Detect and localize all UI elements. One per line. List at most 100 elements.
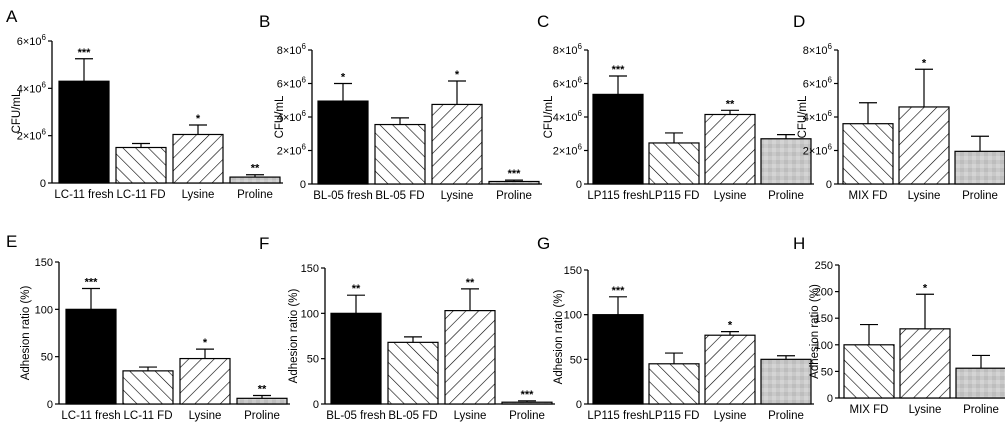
category-label: Lysine (189, 410, 222, 422)
bar (899, 328, 951, 399)
significance-marker: *** (508, 168, 522, 180)
bar (704, 113, 756, 185)
panel-letter: F (259, 234, 269, 253)
category-label: Proline (244, 410, 280, 422)
y-axis-label: CFU/mL (543, 95, 555, 138)
bar (954, 150, 1005, 185)
bar (760, 358, 812, 405)
category-label: Lysine (182, 189, 215, 201)
category-label: Lysine (714, 410, 747, 422)
category-label: BL-05 fresh (313, 190, 372, 202)
bar (592, 93, 644, 185)
category-label: MIX FD (850, 404, 889, 416)
significance-marker: * (455, 69, 460, 81)
y-tick-label: 2×106 (277, 143, 307, 158)
bar (179, 357, 231, 405)
significance-marker: *** (521, 389, 535, 401)
y-tick-label: 4×106 (803, 109, 833, 124)
category-label: LP115 FD (649, 190, 700, 202)
category-label: BL-05 FD (388, 410, 437, 422)
y-tick-label: 100 (35, 304, 53, 316)
significance-marker: * (196, 113, 201, 125)
significance-marker: * (923, 282, 928, 294)
y-tick-label: 0 (47, 399, 53, 411)
significance-marker: *** (85, 277, 99, 289)
panel-f: F Adhesion ratio (%) 0 50 100 150 ** BL-05 fres… (259, 234, 555, 422)
category-label: LC-11 FD (124, 410, 173, 422)
category-label: Proline (963, 404, 999, 416)
y-tick-label: 2×106 (553, 143, 583, 158)
y-tick-label: 150 (815, 313, 833, 325)
panel-letter: A (6, 7, 18, 26)
bar (760, 138, 812, 185)
y-tick-label: 4×106 (553, 109, 583, 124)
panel-h: H Adhesion ratio (%) 0 50 100 150 200 250 MIX FD… (793, 234, 1005, 416)
bar (444, 310, 496, 405)
y-tick-label: 6×106 (277, 76, 307, 91)
y-tick-label: 50 (570, 354, 582, 366)
category-label: Proline (768, 410, 804, 422)
y-tick-label: 2×106 (803, 143, 833, 158)
y-tick-label: 0 (313, 399, 319, 411)
y-tick-label: 0 (576, 399, 582, 411)
bar (115, 146, 167, 184)
y-tick-label: 0 (826, 179, 832, 191)
y-tick-label: 8×106 (803, 42, 833, 57)
bar (704, 334, 756, 405)
bar (330, 312, 382, 405)
significance-marker: * (341, 72, 346, 84)
y-tick-label: 50 (41, 352, 53, 364)
y-tick-label: 4×106 (17, 80, 47, 95)
bar (843, 344, 895, 399)
y-tick-label: 0 (576, 179, 582, 191)
category-label: Lysine (714, 190, 747, 202)
category-label: MIX FD (849, 190, 888, 202)
bar (955, 367, 1005, 399)
panel-d: D CFU/mL 0 2×106 4×106 6×106 8×106 MIX FD * Lysin… (793, 12, 1005, 202)
bar (592, 314, 644, 405)
panel-letter: B (259, 12, 270, 31)
category-label: BL-05 FD (375, 190, 424, 202)
significance-marker: ** (352, 283, 361, 295)
bar (317, 100, 369, 185)
bar (501, 401, 553, 405)
panel-g: G Adhesion ratio (%) 0 50 100 150 *** LP115 fre… (537, 234, 814, 422)
category-label: Proline (496, 190, 532, 202)
significance-marker: *** (612, 64, 626, 76)
y-axis-label: CFU/mL (797, 95, 809, 138)
significance-marker: ** (726, 98, 735, 110)
bar (236, 397, 288, 405)
y-tick-label: 100 (815, 340, 833, 352)
panel-letter: E (6, 232, 17, 251)
panel-letter: G (537, 234, 550, 253)
y-tick-label: 100 (564, 310, 582, 322)
y-tick-label: 8×106 (277, 42, 307, 57)
y-axis-label: CFU/mL (11, 90, 23, 133)
y-axis-label: Adhesion ratio (%) (809, 284, 821, 379)
y-tick-label: 150 (35, 257, 53, 269)
category-label: Lysine (909, 404, 942, 416)
y-tick-label: 6×106 (803, 76, 833, 91)
category-label: Lysine (454, 410, 487, 422)
bar (374, 123, 426, 185)
category-label: BL-05 fresh (326, 410, 385, 422)
y-tick-label: 0 (827, 393, 833, 405)
y-tick-label: 150 (564, 265, 582, 277)
y-tick-label: 4×106 (277, 109, 307, 124)
bar (172, 133, 224, 184)
category-label: Proline (768, 190, 804, 202)
significance-marker: ** (466, 277, 475, 289)
y-tick-label: 0 (40, 178, 46, 190)
significance-marker: *** (612, 285, 626, 297)
category-label: Proline (962, 190, 998, 202)
category-label: Proline (237, 189, 273, 201)
bar (387, 341, 439, 405)
panel-c: C CFU/mL 0 2×106 4×106 6×106 8×106 *** LP115 fre… (537, 12, 814, 202)
y-axis-label: CFU/mL (274, 95, 286, 138)
y-tick-label: 0 (300, 179, 306, 191)
panel-letter: H (793, 234, 805, 253)
category-label: LC-11 fresh (61, 410, 120, 422)
